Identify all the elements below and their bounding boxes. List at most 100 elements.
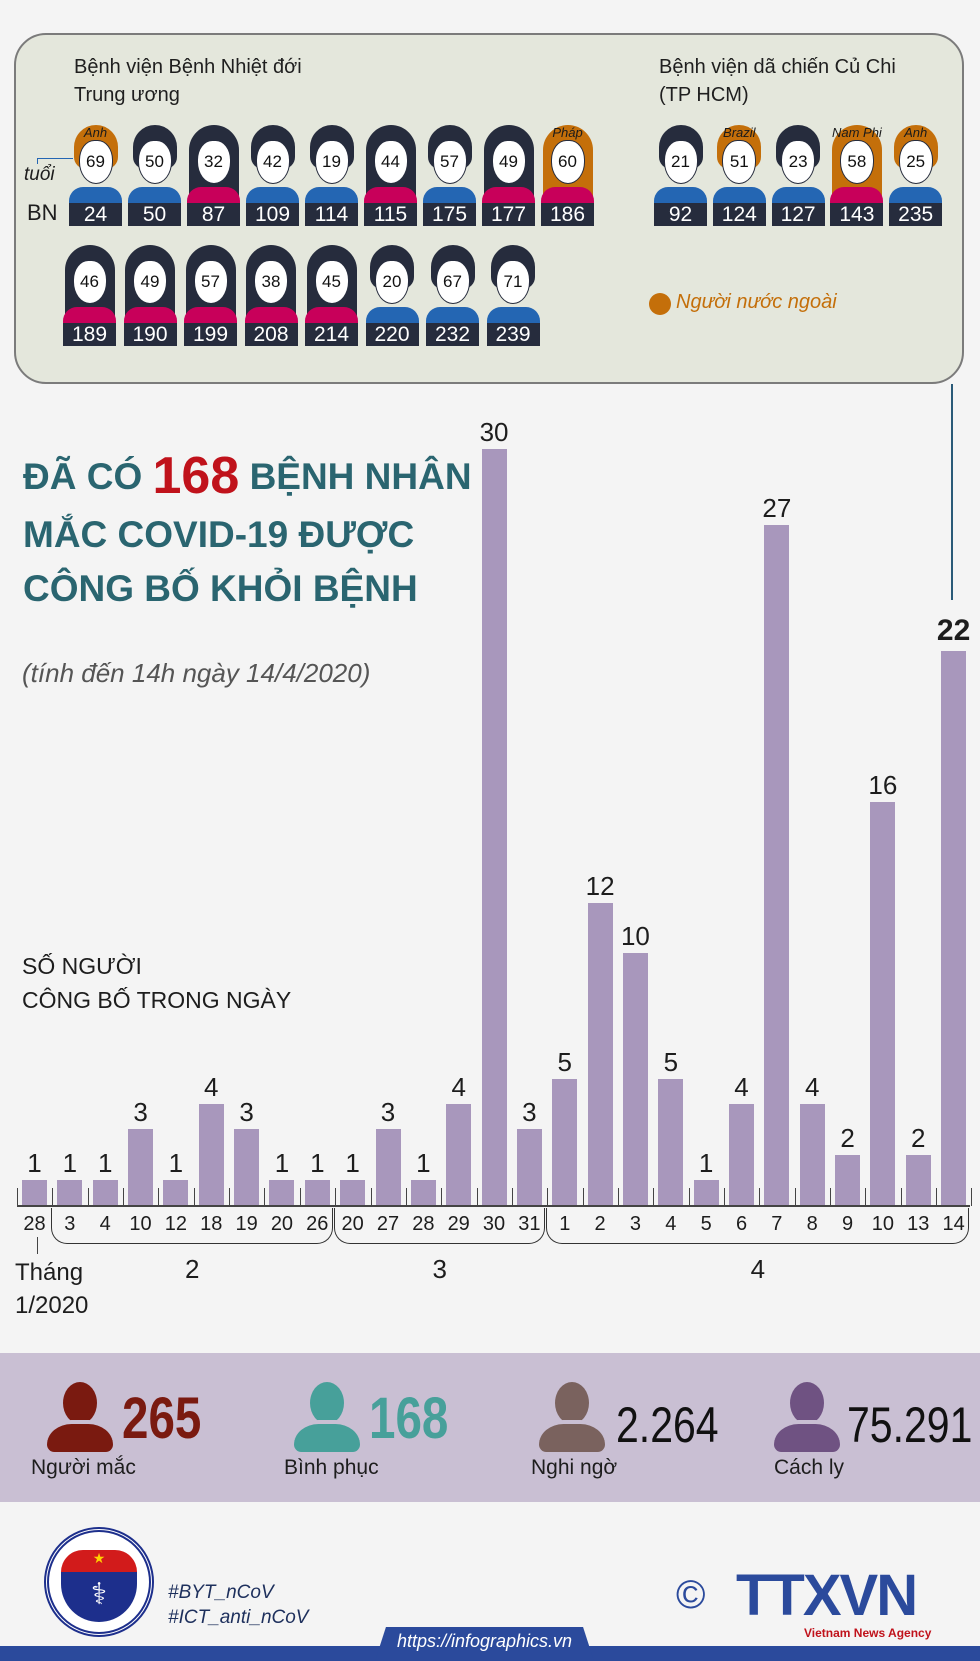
date-label: 3: [64, 1213, 76, 1235]
date-label: 29: [447, 1213, 470, 1235]
patient-figure: 20 220: [365, 245, 419, 346]
patient-number: 235: [889, 203, 943, 226]
bar: [941, 650, 967, 1205]
value-label: 1: [168, 1147, 184, 1178]
patient-age: 38: [254, 260, 288, 304]
date-label: 28: [412, 1213, 435, 1235]
patient-figure: 49 177: [482, 125, 535, 226]
patient-age: 60: [550, 140, 585, 184]
stat-value: 168: [369, 1386, 449, 1451]
person-body: [294, 1420, 360, 1452]
patient-number: 24: [69, 203, 122, 226]
subtitle: (tính đến 14h ngày 14/4/2020): [22, 658, 371, 688]
patient-age: 58: [839, 140, 874, 184]
hashtag[interactable]: #ICT_anti_nCoV: [168, 1607, 309, 1628]
month-1-label: Tháng 1/2020: [15, 1256, 88, 1322]
value-label: 1: [274, 1147, 290, 1178]
axis-tick: [759, 1188, 761, 1206]
patient-age: 46: [72, 260, 107, 304]
chart-title: SỐ NGƯỜI CÔNG BỐ TRONG NGÀY: [22, 949, 291, 1017]
axis-tick: [724, 1188, 725, 1206]
bar: [446, 1104, 472, 1205]
date-label: 19: [235, 1213, 258, 1235]
value-label: 1: [345, 1147, 360, 1178]
value-label: 5: [663, 1047, 679, 1077]
patient-number: 124: [712, 203, 766, 226]
axis-tick: [264, 1188, 266, 1206]
date-label: 9: [841, 1213, 854, 1235]
axis-tick: [441, 1188, 443, 1206]
person-icon: [47, 1382, 113, 1452]
patient-figure: 46 189: [63, 245, 116, 346]
bar: [552, 1079, 578, 1205]
patient-age: 44: [373, 140, 408, 184]
date-label: 5: [700, 1213, 712, 1235]
bar: [198, 1104, 224, 1205]
chart-title-line: SỐ NGƯỜI: [22, 953, 142, 979]
date-label: 1: [559, 1213, 571, 1235]
person-body: [47, 1420, 113, 1452]
right-hospital-title: Bệnh viện dã chiến Củ Chi (TP HCM): [659, 53, 896, 109]
person-icon: [774, 1382, 840, 1452]
stat-label: Bình phục: [284, 1456, 379, 1479]
person-body: [539, 1420, 605, 1452]
month-1-label-line: 1/2020: [15, 1292, 89, 1319]
patient-figure: 58 143 Nam Phi: [830, 125, 884, 226]
value-label: 3: [239, 1097, 254, 1128]
patient-figure: 32 87: [187, 125, 240, 226]
month-label: 3: [432, 1254, 447, 1284]
patient-figure: 60 186 Pháp: [541, 125, 594, 226]
bar: [234, 1129, 260, 1205]
value-label: 30: [479, 417, 509, 447]
patient-figure: 57 175: [423, 125, 476, 226]
ttxvn-subtitle: Vietnam News Agency: [804, 1626, 932, 1640]
bar: [729, 1104, 754, 1205]
patient-age: 49: [133, 260, 167, 304]
bar: [304, 1179, 330, 1205]
value-label: 3: [133, 1097, 148, 1128]
date-label: 27: [376, 1213, 400, 1235]
patient-number: 50: [128, 203, 181, 226]
title-line: Bệnh viện dã chiến Củ Chi: [659, 56, 896, 78]
heading-number: 168: [152, 447, 240, 505]
value-label: 22: [936, 613, 971, 647]
patient-age: 45: [314, 260, 349, 304]
patient-age: 57: [193, 260, 228, 304]
website-link[interactable]: https://infographics.vn: [396, 1631, 573, 1651]
age-pointer: [37, 158, 73, 159]
patient-figure: 38 208: [244, 245, 298, 346]
star-icon: ★: [61, 1550, 137, 1572]
hashtag[interactable]: #BYT_nCoV: [168, 1582, 274, 1603]
axis-tick: [936, 1188, 938, 1206]
patient-country: Anh: [904, 125, 928, 140]
bar: [693, 1179, 719, 1205]
person-icon: [539, 1382, 605, 1452]
date-label: 4: [99, 1213, 111, 1235]
heading-line-3: CÔNG BỐ KHỎI BỆNH: [23, 568, 418, 609]
date-label: 10: [871, 1213, 895, 1235]
ministry-of-health-logo: ★ ⚕: [44, 1527, 154, 1637]
bar: [516, 1129, 542, 1205]
title-line: Trung ương: [74, 84, 180, 106]
patient-age: 67: [435, 260, 470, 304]
age-pointer-arrow: [37, 158, 38, 164]
axis-tick: [688, 1188, 690, 1206]
bar: [22, 1179, 47, 1205]
foreign-legend-label: Người nước ngoài: [676, 291, 837, 313]
axis-tick: [865, 1188, 867, 1206]
person-head: [555, 1382, 589, 1424]
month-1-pointer: [37, 1237, 38, 1254]
month-label: 2: [185, 1254, 200, 1284]
patient-figure: 71 239: [486, 245, 540, 346]
value-label: 16: [868, 769, 898, 800]
heading-line-1: ĐÃ CÓ 168 BỆNH NHÂN: [23, 450, 472, 503]
patient-country: Brazil: [723, 125, 756, 140]
patient-figure: 44 115: [364, 125, 417, 226]
patient-figure: 21 92: [654, 125, 707, 226]
month-label: 4: [750, 1254, 766, 1284]
stat-value: 75.291: [847, 1397, 973, 1453]
patient-number: 177: [482, 203, 535, 226]
patient-age: 57: [432, 140, 467, 184]
patient-number: 143: [830, 203, 884, 226]
date-label: 8: [806, 1213, 818, 1235]
